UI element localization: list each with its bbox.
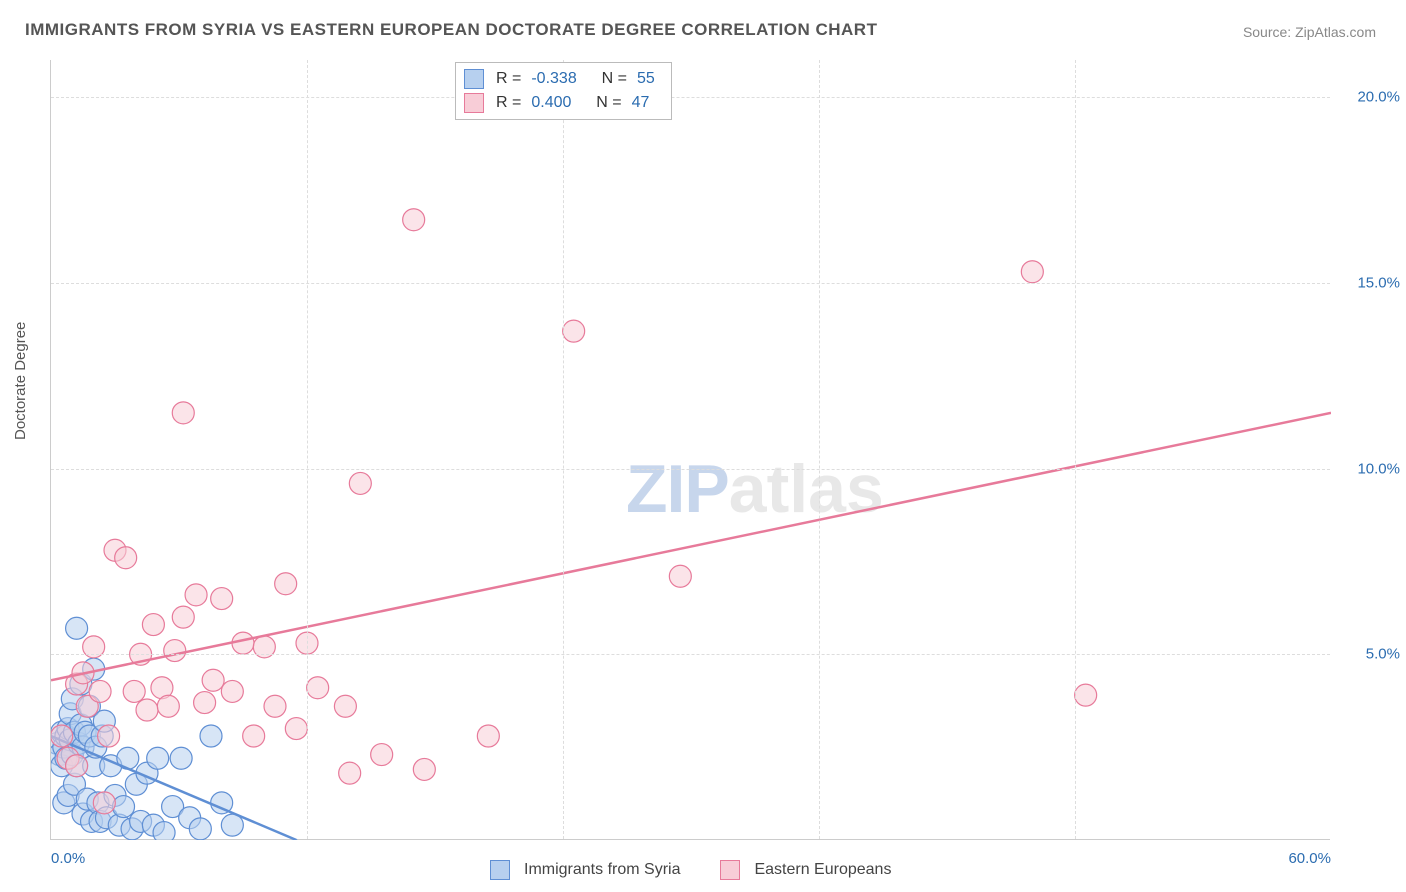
data-point — [413, 758, 435, 780]
stat-n-label: N = — [596, 91, 621, 115]
data-point — [153, 822, 175, 840]
plot-area: ZIPatlas 5.0%10.0%15.0%20.0%0.0%60.0% — [50, 60, 1330, 840]
data-point — [194, 692, 216, 714]
data-point — [172, 606, 194, 628]
data-point — [113, 796, 135, 818]
legend-swatch — [490, 860, 510, 880]
data-point — [142, 614, 164, 636]
stat-row: R = -0.338 N = 55 — [464, 67, 659, 91]
chart-title: IMMIGRANTS FROM SYRIA VS EASTERN EUROPEA… — [25, 20, 877, 40]
legend-swatch — [720, 860, 740, 880]
data-point — [202, 669, 224, 691]
stat-row: R = 0.400 N = 47 — [464, 91, 659, 115]
correlation-stat-box: R =-0.338 N =55R =0.400 N =47 — [455, 62, 672, 120]
data-point — [371, 744, 393, 766]
data-point — [669, 565, 691, 587]
gridline-h — [51, 97, 1330, 98]
stat-r-value: -0.338 — [531, 67, 576, 91]
data-point — [334, 695, 356, 717]
data-point — [275, 573, 297, 595]
source-attribution: Source: ZipAtlas.com — [1243, 24, 1376, 40]
y-tick-label: 20.0% — [1340, 89, 1400, 106]
legend-label: Immigrants from Syria — [524, 861, 680, 879]
y-tick-label: 10.0% — [1340, 460, 1400, 477]
data-point — [1021, 261, 1043, 283]
legend-label: Eastern Europeans — [754, 861, 891, 879]
y-axis-label: Doctorate Degree — [12, 322, 29, 440]
trend-line — [51, 413, 1331, 680]
gridline-v — [1075, 60, 1076, 839]
x-tick-label: 60.0% — [1288, 850, 1331, 867]
data-point — [115, 547, 137, 569]
data-point — [285, 718, 307, 740]
data-point — [93, 792, 115, 814]
data-point — [66, 755, 88, 777]
gridline-v — [819, 60, 820, 839]
data-point — [1075, 684, 1097, 706]
gridline-h — [51, 283, 1330, 284]
data-point — [200, 725, 222, 747]
data-point — [563, 320, 585, 342]
stat-r-value: 0.400 — [531, 91, 571, 115]
y-tick-label: 15.0% — [1340, 274, 1400, 291]
data-point — [51, 725, 73, 747]
gridline-h — [51, 654, 1330, 655]
data-point — [403, 209, 425, 231]
stat-r-label: R = — [496, 91, 521, 115]
gridline-v — [563, 60, 564, 839]
gridline-h — [51, 469, 1330, 470]
stat-n-label: N = — [602, 67, 627, 91]
gridline-v — [307, 60, 308, 839]
data-point — [349, 472, 371, 494]
data-point — [243, 725, 265, 747]
data-point — [123, 680, 145, 702]
stat-r-label: R = — [496, 67, 521, 91]
series-swatch — [464, 69, 484, 89]
data-point — [89, 680, 111, 702]
data-point — [232, 632, 254, 654]
series-swatch — [464, 93, 484, 113]
data-point — [189, 818, 211, 840]
data-point — [157, 695, 179, 717]
data-point — [98, 725, 120, 747]
data-point — [66, 617, 88, 639]
stat-n-value: 55 — [637, 67, 655, 91]
stat-n-value: 47 — [632, 91, 650, 115]
data-point — [221, 680, 243, 702]
data-point — [307, 677, 329, 699]
data-point — [185, 584, 207, 606]
data-point — [170, 747, 192, 769]
legend: Immigrants from Syria Eastern Europeans — [490, 860, 891, 880]
data-point — [211, 588, 233, 610]
x-tick-label: 0.0% — [51, 850, 85, 867]
legend-item: Eastern Europeans — [720, 860, 891, 880]
data-point — [172, 402, 194, 424]
chart-container: IMMIGRANTS FROM SYRIA VS EASTERN EUROPEA… — [0, 0, 1406, 892]
data-point — [147, 747, 169, 769]
y-tick-label: 5.0% — [1340, 646, 1400, 663]
data-point — [136, 699, 158, 721]
legend-item: Immigrants from Syria — [490, 860, 680, 880]
scatter-svg — [51, 60, 1331, 840]
data-point — [477, 725, 499, 747]
data-point — [164, 640, 186, 662]
data-point — [339, 762, 361, 784]
data-point — [264, 695, 286, 717]
